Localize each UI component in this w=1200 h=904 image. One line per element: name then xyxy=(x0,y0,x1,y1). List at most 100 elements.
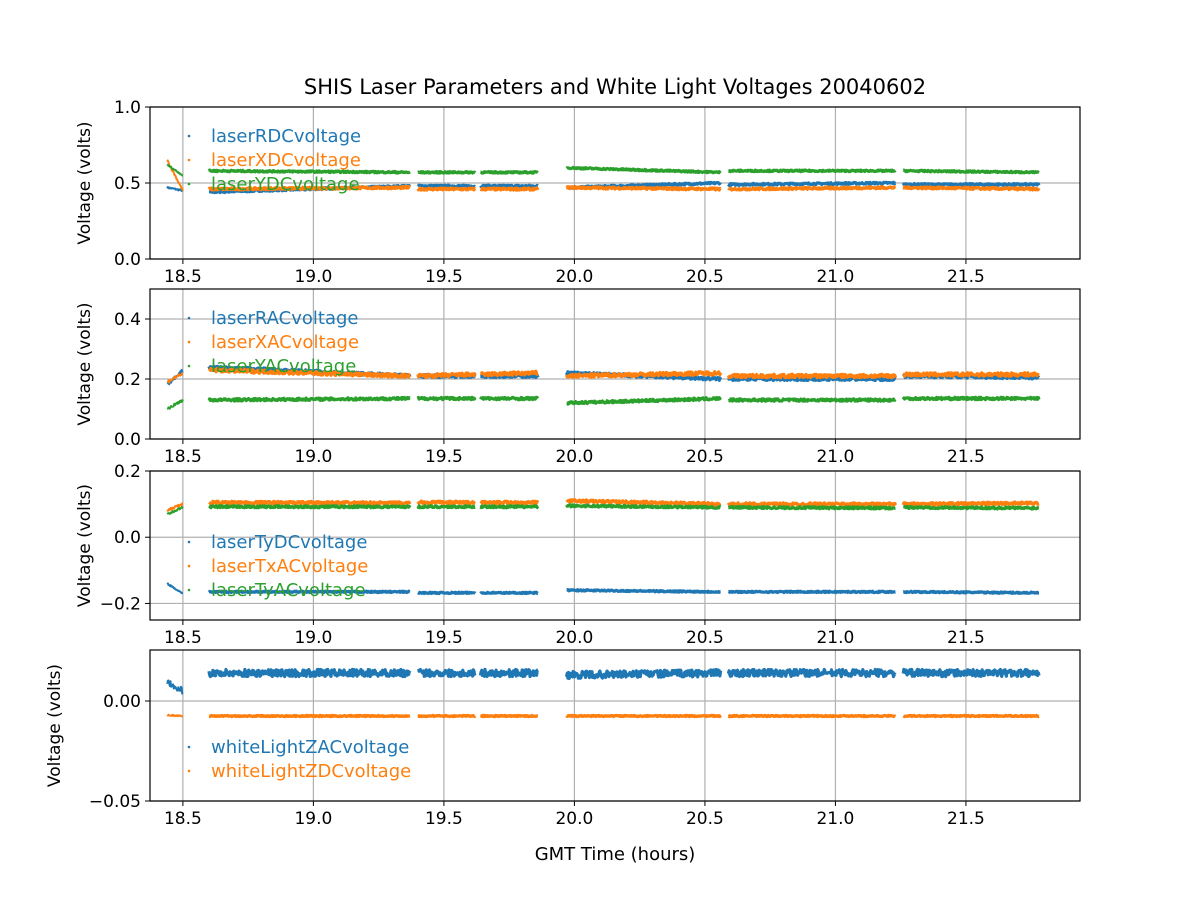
legend-label: laserYDCvoltage xyxy=(211,174,360,195)
series-whiteLightZACvoltage xyxy=(166,667,1041,695)
data-layer xyxy=(166,667,1041,719)
data-segment xyxy=(207,589,411,595)
x-tick-label: 18.5 xyxy=(164,447,202,467)
data-segment xyxy=(166,506,184,515)
data-segment xyxy=(565,370,723,379)
x-tick-label: 21.5 xyxy=(947,447,985,467)
data-segment xyxy=(479,369,539,378)
data-segment xyxy=(166,185,184,192)
x-tick-label: 19.0 xyxy=(294,447,332,467)
x-tick-label: 19.0 xyxy=(294,809,332,829)
x-tick-label: 20.5 xyxy=(686,628,724,648)
x-tick-label: 20.5 xyxy=(686,267,724,287)
data-segment xyxy=(207,168,411,175)
data-segment xyxy=(565,713,722,719)
data-segment xyxy=(565,498,722,507)
x-tick-label: 18.5 xyxy=(164,267,202,287)
data-segment xyxy=(208,504,412,510)
y-tick-label: 1.0 xyxy=(114,98,141,118)
data-segment xyxy=(166,502,184,512)
data-segment xyxy=(166,679,184,695)
data-layer xyxy=(166,498,1040,596)
panels: 18.5 19.0 19.5 20.0 20.5 21.0 21.5 0.0 0.5 1.0 Vol… xyxy=(45,98,1081,829)
axes-frame xyxy=(149,106,1081,260)
data-segment xyxy=(166,582,184,595)
data-segment xyxy=(207,395,411,403)
x-tick-label: 19.5 xyxy=(425,628,463,648)
data-segment xyxy=(565,396,722,406)
data-segment xyxy=(901,500,1040,507)
panel-2: 18.5 19.0 19.5 20.0 20.5 21.0 21.5 0.0 0.2 0.4 Vol… xyxy=(75,288,1081,467)
y-tick-label: 0.0 xyxy=(114,430,141,450)
legend-label: laserXACvoltage xyxy=(211,332,359,353)
y-tick-label: 0.0 xyxy=(114,528,141,548)
data-segment xyxy=(565,588,722,594)
series-laserTxACvoltage xyxy=(166,498,1040,512)
y-tick-label: −0.05 xyxy=(89,792,141,812)
legend-label: whiteLightZACvoltage xyxy=(211,737,409,758)
data-segment xyxy=(166,399,184,410)
legend-marker xyxy=(187,340,191,344)
data-segment xyxy=(479,590,539,596)
data-segment xyxy=(565,503,722,510)
y-tick-label: −0.2 xyxy=(100,594,141,614)
data-segment xyxy=(479,499,540,506)
legend-label: whiteLightZDCvoltage xyxy=(211,761,411,782)
data-segment xyxy=(479,183,539,189)
data-segment xyxy=(416,590,477,596)
data-segment xyxy=(416,504,477,510)
data-segment xyxy=(901,395,1041,402)
data-segment xyxy=(207,184,411,192)
x-tick-label: 21.0 xyxy=(816,447,854,467)
data-segment xyxy=(416,668,477,679)
data-segment xyxy=(727,713,897,719)
legend-marker xyxy=(187,769,191,773)
data-segment xyxy=(416,170,477,175)
axes-frame xyxy=(149,288,1081,440)
x-tick-label: 21.5 xyxy=(947,809,985,829)
x-tick-label: 19.0 xyxy=(294,628,332,648)
data-segment xyxy=(416,499,477,506)
legend-label: laserTyACvoltage xyxy=(211,580,366,601)
data-segment xyxy=(901,182,1041,187)
y-tick-label: 0.0 xyxy=(114,250,141,270)
data-segment xyxy=(166,163,184,177)
data-segment xyxy=(727,180,897,187)
data-segment xyxy=(901,667,1041,679)
data-layer xyxy=(166,159,1041,195)
legend-marker xyxy=(187,364,191,368)
series-laserXACvoltage xyxy=(166,366,1040,384)
legend-label: laserRDCvoltage xyxy=(211,126,361,147)
data-segment xyxy=(727,168,897,174)
legend-marker xyxy=(187,134,191,138)
data-segment xyxy=(902,589,1040,595)
data-segment xyxy=(416,713,477,719)
data-segment xyxy=(727,397,897,403)
data-segment xyxy=(208,366,411,379)
data-segment xyxy=(565,165,722,175)
data-segment xyxy=(166,713,184,718)
panel-1: 18.5 19.0 19.5 20.0 20.5 21.0 21.5 0.0 0.5 1.0 Vol… xyxy=(75,98,1081,287)
data-layer xyxy=(166,364,1041,410)
legend-marker xyxy=(187,540,191,544)
legend-marker xyxy=(187,182,191,186)
data-segment xyxy=(902,185,1041,192)
axes-frame xyxy=(149,649,1081,802)
legend-marker xyxy=(187,588,191,592)
panel-3: 18.5 19.0 19.5 20.0 20.5 21.0 21.5 −0.2 0.0 0.2 Vo… xyxy=(75,462,1081,648)
x-tick-label: 21.0 xyxy=(816,267,854,287)
x-tick-label: 21.5 xyxy=(947,267,985,287)
data-segment xyxy=(208,713,411,719)
legend-label: laserXDCvoltage xyxy=(211,150,361,171)
x-tick-label: 20.0 xyxy=(555,267,593,287)
x-tick-label: 20.5 xyxy=(686,447,724,467)
y-axis-label: Voltage (volts) xyxy=(75,484,95,607)
legend-label: laserRACvoltage xyxy=(211,308,358,329)
data-segment xyxy=(565,185,722,192)
data-segment xyxy=(727,185,897,192)
series-whiteLightZDCvoltage xyxy=(166,713,1040,719)
data-segment xyxy=(166,372,184,384)
data-segment xyxy=(208,499,412,506)
panel-4: 18.5 19.0 19.5 20.0 20.5 21.0 21.5 −0.05 0.00 Vol… xyxy=(45,649,1081,829)
